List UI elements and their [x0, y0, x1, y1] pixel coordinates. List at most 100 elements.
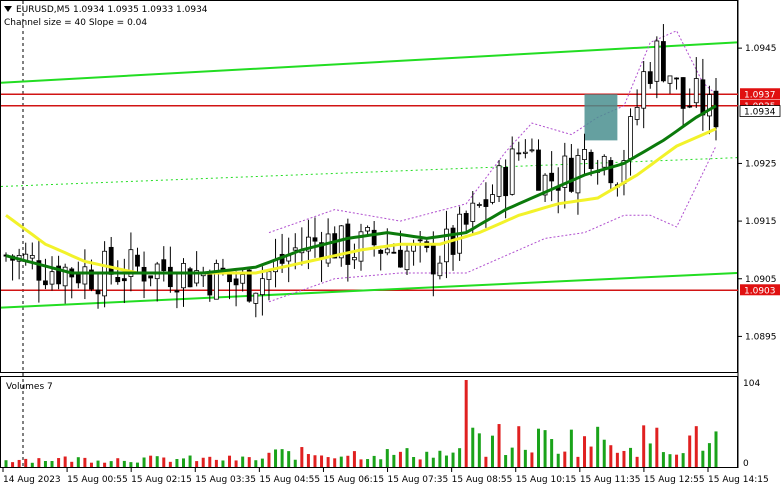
price-label-box [740, 88, 780, 100]
candle-body [463, 213, 469, 225]
candle-body [661, 41, 666, 82]
time-tick-label: 15 Aug 12:55 [644, 475, 705, 485]
candle-body [707, 94, 712, 117]
candle-body [483, 199, 489, 207]
price-tick-label: 1.0925 [745, 159, 777, 169]
candle-body [148, 275, 154, 279]
candle-body [227, 273, 232, 283]
price-label-box [740, 284, 780, 296]
candle-body [529, 149, 535, 152]
time-tick-label: 15 Aug 08:55 [452, 475, 513, 485]
candle-body [654, 40, 660, 82]
price-tick-label: 1.0895 [745, 332, 777, 342]
candle-body [312, 237, 318, 242]
candle-body [562, 155, 568, 188]
candle-body [161, 259, 167, 272]
candle-body [601, 155, 607, 168]
candle-body [687, 105, 693, 108]
candle-body [378, 249, 384, 254]
candle-body [476, 204, 482, 206]
candle-body [398, 249, 403, 268]
candle-body [568, 157, 574, 192]
time-tick-label: 15 Aug 06:15 [323, 475, 384, 485]
candle-body [115, 277, 121, 283]
candle-body [516, 152, 522, 155]
price-tick-label: 1.0915 [745, 217, 777, 227]
candle-body [259, 278, 265, 296]
candle-body [135, 254, 140, 267]
candle-body [384, 248, 390, 254]
candle-body [207, 274, 213, 296]
candle-body [246, 269, 252, 302]
candle-body [588, 151, 594, 169]
candle-body [536, 149, 541, 191]
candle-body [674, 77, 679, 80]
time-tick-label: 15 Aug 10:15 [516, 475, 577, 485]
candle-body [36, 260, 42, 281]
candle-body [693, 78, 699, 104]
price-tick-label: 1.0945 [745, 44, 777, 54]
candle-body [509, 148, 515, 195]
time-tick-label: 15 Aug 14:15 [708, 475, 769, 485]
time-tick-label: 14 Aug 2023 [3, 475, 61, 485]
candle-body [62, 266, 68, 287]
candle-body [345, 223, 351, 265]
candle-body [154, 263, 160, 280]
price-label-box [739, 105, 781, 117]
candle-body [700, 79, 706, 116]
candle-body [29, 255, 35, 259]
band-upper-line [268, 30, 717, 234]
candle-body [444, 228, 449, 263]
candle-body [496, 165, 502, 197]
channel-lower-line [0, 271, 738, 309]
candle-body [187, 268, 193, 288]
candle-body [89, 269, 94, 290]
candle-body [667, 75, 673, 84]
candle-body [213, 263, 219, 300]
candle-body [352, 257, 357, 261]
candle-body [292, 247, 298, 251]
candle-body [411, 244, 416, 252]
price-label: 1.0937 [744, 90, 776, 100]
candle-body [121, 278, 127, 282]
volume-min-label: 0 [743, 459, 749, 469]
time-tick-label: 15 Aug 11:35 [580, 475, 641, 485]
band-lower-line [268, 145, 717, 303]
price-tick-label: 1.0905 [745, 275, 777, 285]
candle-body [332, 233, 338, 259]
highlight-box [584, 94, 618, 141]
candle-body [582, 149, 587, 161]
symbol-header: EURUSD,M5 1.0934 1.0935 1.0933 1.0934 [16, 5, 208, 15]
channel-upper-line [0, 41, 738, 84]
candle-body [325, 233, 331, 264]
candle-body [253, 292, 259, 304]
time-tick-label: 15 Aug 02:15 [131, 475, 192, 485]
candle-body [194, 270, 200, 284]
candle-body [542, 174, 548, 196]
candle-body [634, 107, 640, 120]
candle-body [522, 151, 528, 154]
candle-body [628, 116, 633, 159]
volume-max-label: 104 [743, 379, 760, 389]
candle-body [470, 202, 476, 222]
candle-body [608, 160, 614, 184]
time-tick-label: 15 Aug 03:35 [195, 475, 256, 485]
candle-body [358, 231, 364, 262]
time-tick-label: 15 Aug 04:55 [259, 475, 320, 485]
candle-body [43, 280, 48, 286]
candle-body [575, 155, 581, 194]
candle-body [549, 172, 555, 182]
candle-body [240, 274, 246, 284]
price-label: 1.0934 [744, 108, 776, 118]
candle-body [713, 90, 719, 128]
symbol-triangle-icon [4, 6, 12, 12]
ma-fast-line [5, 104, 717, 275]
candle-body [95, 289, 101, 295]
candle-body [647, 71, 653, 84]
candle-body [490, 194, 495, 203]
candle-body [391, 251, 397, 254]
candle-body [108, 246, 114, 275]
candle-body [181, 263, 186, 289]
candle-body [174, 290, 180, 293]
